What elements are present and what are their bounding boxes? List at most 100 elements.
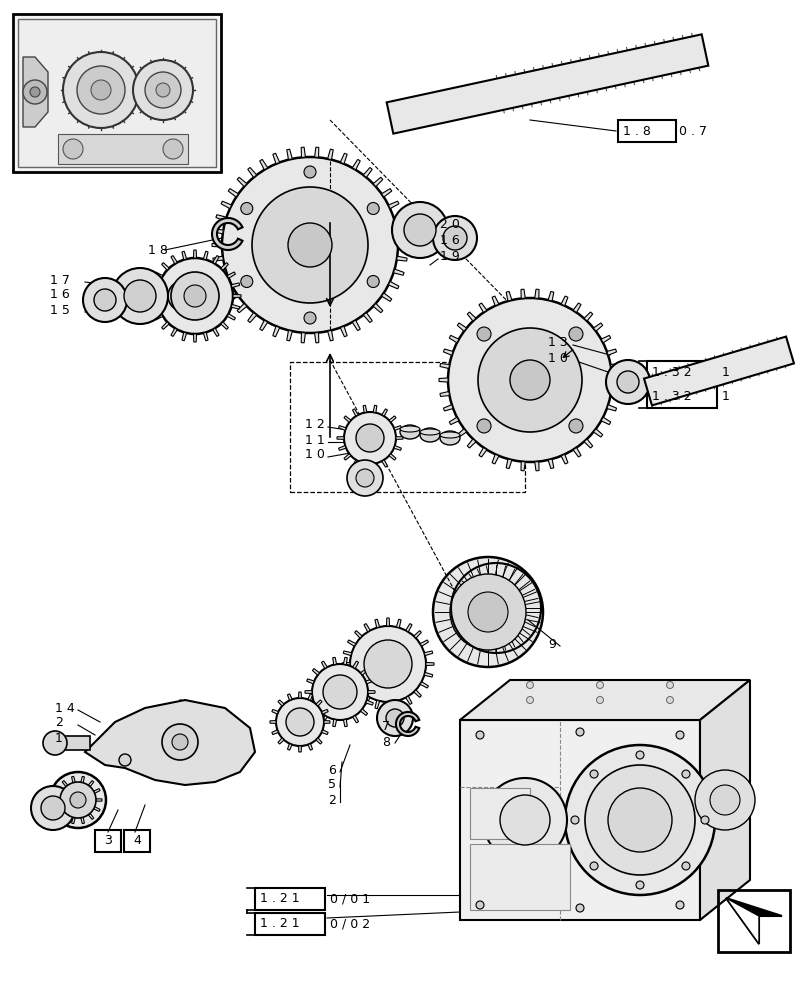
Text: 1 5: 1 5 [50,304,70,316]
Polygon shape [227,272,235,278]
Polygon shape [534,289,539,298]
Polygon shape [277,700,284,706]
Circle shape [311,664,367,720]
Polygon shape [62,781,67,787]
Polygon shape [352,409,358,416]
Text: 1 . 3 2: 1 . 3 2 [651,365,691,378]
Polygon shape [212,243,221,247]
Polygon shape [457,323,466,331]
Circle shape [363,640,411,688]
Polygon shape [491,454,498,464]
Polygon shape [338,426,345,430]
Text: 1 1: 1 1 [305,434,324,446]
Bar [470,788,530,839]
Polygon shape [212,256,223,261]
Polygon shape [606,405,616,411]
Circle shape [157,258,233,334]
Circle shape [145,72,181,108]
Circle shape [666,682,672,688]
Bar [470,844,569,910]
Bar [717,890,789,952]
Text: 7: 7 [381,720,389,733]
Polygon shape [88,813,94,819]
Polygon shape [150,283,158,288]
Circle shape [43,731,67,755]
Circle shape [404,214,436,246]
Polygon shape [150,304,158,309]
Polygon shape [360,669,367,675]
Polygon shape [328,149,333,160]
Circle shape [681,770,689,778]
Circle shape [526,682,533,688]
Polygon shape [298,692,301,698]
Polygon shape [171,328,177,336]
Text: 1 8: 1 8 [148,243,168,256]
Polygon shape [221,201,231,209]
Circle shape [31,786,75,830]
Polygon shape [149,295,157,297]
Circle shape [448,298,611,462]
Text: 9: 9 [547,638,556,650]
Bar [290,362,525,492]
Text: 1 9: 1 9 [440,249,459,262]
Circle shape [694,770,754,830]
Polygon shape [307,744,312,750]
Circle shape [63,139,83,159]
Polygon shape [93,807,100,811]
Circle shape [590,862,598,870]
Polygon shape [301,147,305,157]
Circle shape [184,285,206,307]
Polygon shape [260,159,268,170]
Circle shape [596,696,603,704]
Ellipse shape [400,425,419,439]
Circle shape [476,419,491,433]
Polygon shape [443,349,453,355]
Circle shape [590,770,598,778]
Text: 2 0: 2 0 [440,218,459,231]
Bar [13,14,221,172]
Polygon shape [352,159,360,170]
Circle shape [478,328,581,432]
Polygon shape [381,189,391,197]
Circle shape [475,901,483,909]
Polygon shape [96,799,102,801]
Polygon shape [221,263,228,270]
Polygon shape [406,624,411,632]
Polygon shape [343,672,351,677]
Bar [255,913,324,935]
Circle shape [596,682,603,688]
Polygon shape [440,364,449,369]
Polygon shape [419,682,428,688]
Circle shape [500,795,549,845]
Polygon shape [505,459,511,469]
Circle shape [367,203,379,215]
Polygon shape [71,776,75,783]
Circle shape [60,782,96,818]
Polygon shape [338,446,345,450]
Polygon shape [212,229,223,234]
Polygon shape [203,251,208,260]
Polygon shape [363,313,371,323]
Polygon shape [321,715,327,723]
Polygon shape [56,789,62,793]
Circle shape [50,772,106,828]
Polygon shape [610,364,620,369]
Polygon shape [363,405,367,413]
Text: 1 0: 1 0 [547,352,567,364]
Polygon shape [333,719,337,727]
Polygon shape [71,817,75,824]
Text: 8: 8 [381,735,389,748]
Polygon shape [573,303,581,312]
Polygon shape [466,312,475,321]
Circle shape [575,904,583,912]
Ellipse shape [419,429,440,435]
Polygon shape [373,177,382,187]
Polygon shape [227,314,235,320]
Polygon shape [287,694,292,700]
Polygon shape [81,817,84,824]
Polygon shape [354,631,362,638]
Polygon shape [352,460,358,467]
Bar [58,134,188,164]
Text: 2: 2 [328,793,336,806]
Polygon shape [315,738,322,744]
